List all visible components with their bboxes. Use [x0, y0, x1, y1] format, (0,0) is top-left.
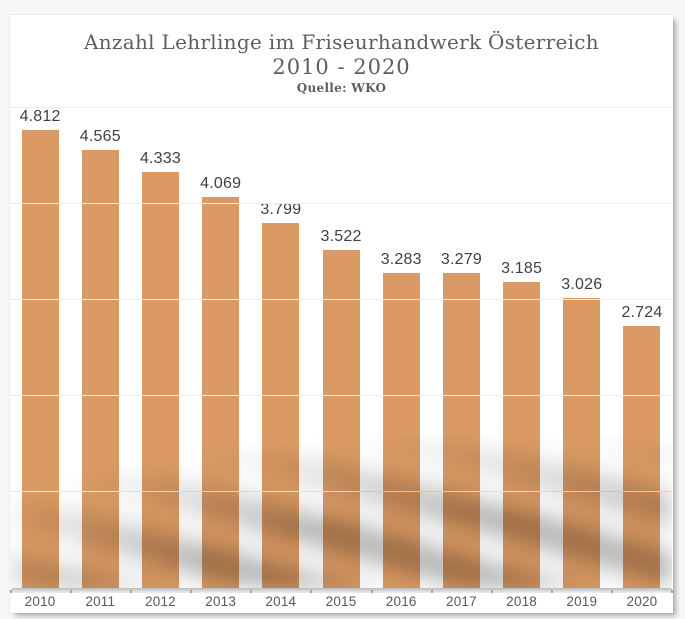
bar-slot: 3.279: [431, 108, 491, 588]
bar-2019[interactable]: [563, 298, 601, 588]
bar-value-label: 3.279: [440, 251, 482, 268]
chart-source-note: Quelle: WKO: [296, 81, 387, 95]
x-axis-label-2011: 2011: [85, 594, 116, 609]
axis-tick: [370, 590, 373, 593]
x-axis-label-2015: 2015: [325, 594, 357, 609]
axis-tick: [130, 590, 133, 593]
axis-tick: [490, 590, 493, 593]
bar-value-label: 4.069: [200, 175, 242, 192]
bar-2017[interactable]: [442, 273, 480, 588]
bar-slot: 3.799: [251, 108, 311, 588]
x-axis-label-2016: 2016: [385, 594, 417, 609]
bar-slot: 4.333: [130, 108, 190, 588]
x-axis-label-2010: 2010: [24, 594, 56, 609]
bar-2011[interactable]: [81, 150, 119, 588]
gridline: [10, 203, 672, 204]
bar-slot: 4.812: [10, 108, 70, 588]
axis-tick: [671, 590, 673, 593]
gridline: [10, 491, 672, 492]
bar-slot: 2.724: [612, 108, 672, 588]
bar-slot: 4.069: [191, 108, 251, 588]
bar-slot: 3.026: [552, 108, 612, 588]
bar-2016[interactable]: [382, 273, 420, 588]
x-axis-label-2014: 2014: [265, 594, 297, 609]
axis-tick: [70, 590, 73, 593]
bar-2013[interactable]: [202, 197, 240, 588]
bar-value-label: 3.283: [380, 251, 422, 268]
axis-tick: [10, 590, 12, 593]
bar-slot: 4.565: [70, 108, 130, 588]
x-axis-label-2019: 2019: [566, 594, 598, 609]
axis-tick: [610, 590, 613, 593]
x-axis-label-2020: 2020: [626, 594, 658, 609]
bar-slot: 3.283: [371, 108, 431, 588]
bar-value-label: 4.333: [139, 150, 181, 167]
gridline: [10, 395, 672, 396]
bar-2020[interactable]: [623, 326, 661, 588]
bar-value-label: 2.724: [621, 304, 663, 321]
axis-tick: [430, 590, 433, 593]
x-axis-label-2013: 2013: [205, 594, 237, 609]
x-axis-label-2017: 2017: [445, 594, 477, 609]
bar-2014[interactable]: [262, 223, 300, 588]
bar-value-label: 3.185: [501, 260, 543, 277]
gridline: [10, 299, 672, 300]
bar-value-label: 3.522: [320, 228, 362, 245]
chart-title: Anzahl Lehrlinge im Friseurhandwerk Öste…: [84, 30, 599, 54]
gridline: [10, 107, 672, 108]
plot-area: 4.812 4.565 4.333 4.069 3.799 3.522 3.283 3.279…: [10, 107, 672, 588]
bar-2012[interactable]: [141, 172, 179, 588]
axis-tick: [310, 590, 313, 593]
bar-2018[interactable]: [503, 282, 541, 588]
axis-tick: [550, 590, 553, 593]
bar-value-label: 3.799: [260, 201, 302, 218]
bar-value-label: 3.026: [561, 276, 603, 293]
axis-tick: [190, 590, 193, 593]
chart-header: Anzahl Lehrlinge im Friseurhandwerk Öste…: [10, 15, 673, 96]
bar-slot: 3.522: [311, 108, 371, 588]
bar-value-label: 4.812: [19, 108, 61, 125]
bar-value-label: 4.565: [79, 128, 121, 145]
bars-container: 4.812 4.565 4.333 4.069 3.799 3.522 3.283 3.279…: [10, 108, 672, 588]
bar-2015[interactable]: [322, 250, 360, 588]
x-axis-line: [10, 588, 673, 593]
x-axis-labels-row: 2010 2011 2012 2013 2014 2015 2016 2017 2018 2019…: [10, 594, 672, 611]
bar-slot: 3.185: [492, 108, 552, 588]
bar-2010[interactable]: [21, 130, 59, 588]
x-axis-label-2018: 2018: [506, 594, 538, 609]
x-axis-label-2012: 2012: [145, 594, 176, 609]
axis-tick: [250, 590, 253, 593]
chart-subtitle: 2010 - 2020: [272, 55, 411, 79]
chart-card: Anzahl Lehrlinge im Friseurhandwerk Öste…: [10, 15, 673, 613]
